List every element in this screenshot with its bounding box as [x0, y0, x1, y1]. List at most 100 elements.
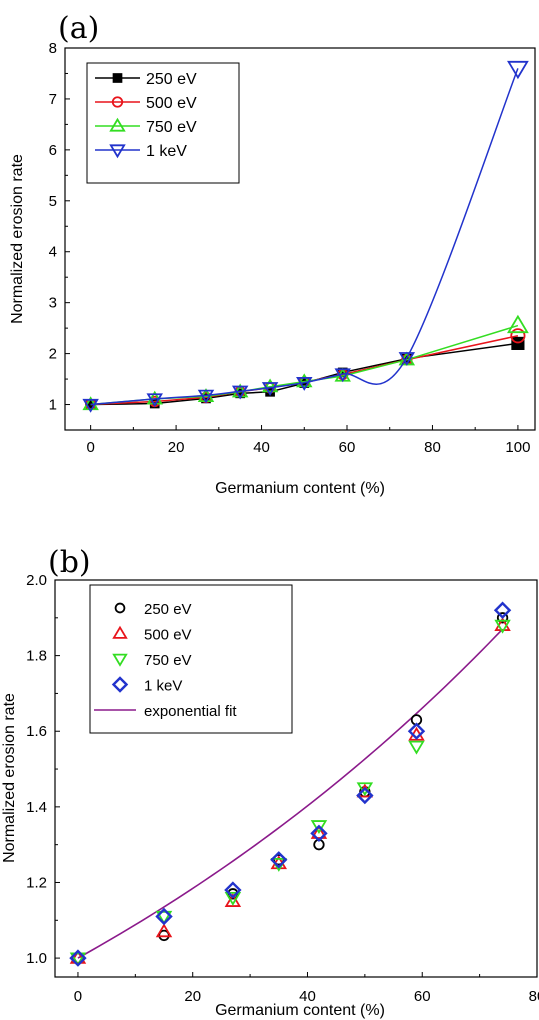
- y-axis-title-b: Normalized erosion rate: [1, 693, 18, 863]
- legend-label: 1 keV: [146, 143, 187, 160]
- x-tick-label: 0: [74, 988, 82, 1005]
- data-point: [494, 617, 511, 631]
- data-point: [356, 786, 374, 805]
- legend-entry: 250 eV: [114, 601, 192, 618]
- chart-panel-b: (b) Germanium content (%) Normalized ero…: [1, 545, 539, 1019]
- data-point: [511, 336, 525, 350]
- legend-label: 1 keV: [144, 678, 182, 695]
- x-tick-label: 0: [86, 439, 94, 456]
- legend-marker: [111, 96, 124, 108]
- y-tick-label: 6: [49, 142, 57, 159]
- data-point: [197, 389, 215, 404]
- panel-label-a: (a): [58, 11, 99, 46]
- legend-marker: [114, 602, 126, 614]
- x-tick-label: 60: [414, 988, 431, 1005]
- legend-marker: [112, 73, 123, 83]
- data-point: [356, 782, 374, 797]
- data-point: [310, 825, 328, 839]
- legend-label: exponential fit: [144, 703, 237, 720]
- y-tick-label: 1.8: [26, 648, 47, 665]
- y-tick-label: 7: [49, 91, 57, 108]
- legend-marker: [112, 653, 128, 667]
- data-point: [69, 949, 87, 967]
- data-point: [407, 722, 426, 740]
- x-axis-title-b: Germanium content (%): [215, 1002, 385, 1019]
- y-tick-label: 1: [49, 397, 57, 414]
- legend-marker: [109, 144, 126, 159]
- x-tick-label: 20: [168, 439, 185, 456]
- data-point: [155, 907, 173, 926]
- legend-marker: [109, 117, 126, 132]
- data-point: [261, 378, 279, 393]
- legend-label: 500 eV: [144, 627, 192, 644]
- data-point: [224, 881, 242, 899]
- data-point: [507, 314, 529, 334]
- x-tick-label: 80: [424, 439, 441, 456]
- x-tick-label: 80: [529, 988, 539, 1005]
- series-line: [90, 68, 519, 406]
- y-tick-label: 3: [49, 295, 57, 312]
- legend-entry: 500 eV: [112, 625, 192, 644]
- data-point: [273, 854, 285, 866]
- series-750-ev: [82, 314, 529, 411]
- data-point: [155, 923, 173, 938]
- legend-entry: 750 eV: [112, 652, 192, 669]
- data-point: [69, 949, 87, 964]
- series-1-kev: [82, 60, 529, 413]
- legend-entry: 750 eV: [95, 117, 197, 136]
- x-tick-label: 60: [339, 439, 356, 456]
- y-axis-title-a: Normalized erosion rate: [9, 154, 26, 324]
- data-point: [270, 851, 288, 869]
- y-tick-label: 8: [49, 40, 57, 57]
- x-tick-label: 40: [253, 439, 270, 456]
- legend-label: 250 eV: [144, 601, 192, 618]
- data-point: [334, 368, 351, 383]
- data-point: [310, 820, 328, 835]
- data-point: [296, 377, 313, 391]
- data-point: [494, 619, 511, 634]
- data-point: [146, 393, 163, 408]
- data-point: [296, 373, 313, 388]
- legend-entry: 1 keV: [95, 143, 187, 160]
- y-tick-label: 1.2: [26, 874, 47, 891]
- legend-label: 250 eV: [146, 71, 197, 88]
- y-tick-label: 1.6: [26, 723, 47, 740]
- legend-entry-fit: exponential fit: [94, 703, 237, 720]
- y-tick-label: 2.0: [26, 572, 47, 589]
- data-point: [155, 910, 173, 925]
- chart-panel-a: (a) Germanium content (%) Normalized ero…: [9, 11, 536, 497]
- plot-area-a: [64, 47, 536, 431]
- data-point: [408, 740, 425, 755]
- data-point: [507, 60, 529, 80]
- data-point: [224, 893, 242, 907]
- data-point: [82, 398, 99, 413]
- x-tick-label: 20: [184, 988, 201, 1005]
- y-tick-label: 1.4: [26, 799, 47, 816]
- legend-entry: 250 eV: [95, 71, 197, 88]
- x-tick-label: 100: [505, 439, 530, 456]
- y-tick-label: 1.0: [26, 950, 47, 967]
- y-tick-label: 4: [49, 244, 57, 261]
- data-point: [69, 952, 87, 967]
- data-point: [398, 352, 416, 366]
- x-axis-title-a: Germanium content (%): [215, 480, 385, 497]
- y-tick-label: 5: [49, 193, 57, 210]
- data-point: [158, 929, 170, 942]
- data-point: [261, 382, 279, 396]
- data-point: [493, 601, 512, 619]
- data-point: [310, 824, 328, 843]
- legend-entry: 1 keV: [111, 676, 182, 695]
- panel-label-b: (b): [48, 545, 91, 580]
- data-point: [231, 385, 249, 400]
- legend-entry: 500 eV: [95, 95, 197, 112]
- legend-marker: [112, 625, 128, 639]
- data-point: [510, 328, 526, 344]
- series-1-kev: [69, 601, 512, 967]
- legend-label: 500 eV: [146, 95, 197, 112]
- fit-line: [77, 628, 504, 959]
- legend-label: 750 eV: [146, 119, 197, 136]
- x-tick-label: 40: [299, 988, 316, 1005]
- data-point: [224, 891, 242, 906]
- plot-area-b: [54, 579, 538, 978]
